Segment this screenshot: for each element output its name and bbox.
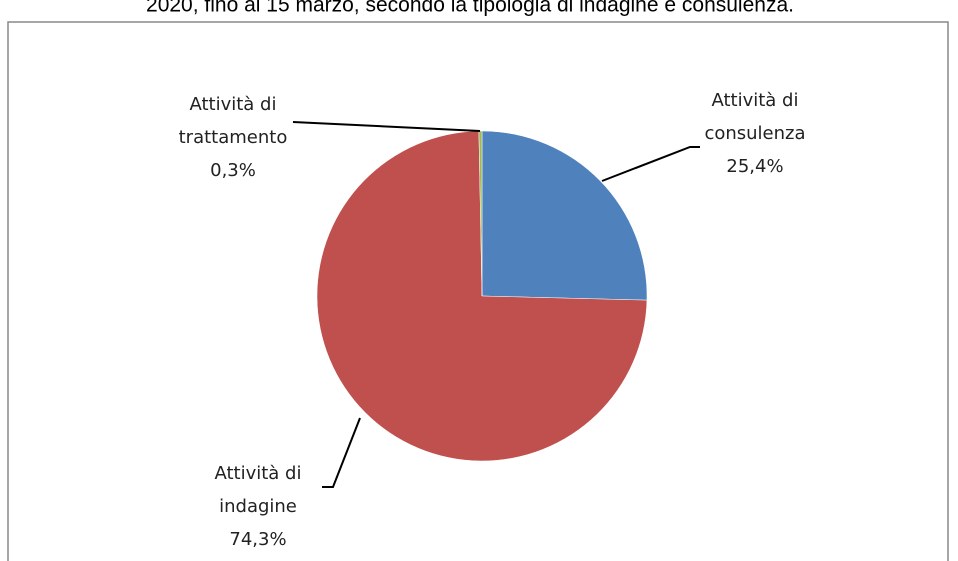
label-line: Attività di <box>711 90 798 111</box>
value-label: 0,3% <box>210 160 256 181</box>
pie-slice <box>481 130 648 301</box>
label-line: Attività di <box>214 463 301 484</box>
leader-line <box>322 417 361 488</box>
chart-title: 2020, fino al 15 marzo, secondo la tipol… <box>146 0 794 17</box>
label-line: Attività di <box>189 94 276 115</box>
slice-label: Attività di consulenza <box>704 90 805 144</box>
leader-line <box>601 146 700 182</box>
label-line: indagine <box>219 496 297 517</box>
value-label: 25,4% <box>726 156 783 177</box>
leader-line <box>292 121 481 132</box>
value-label: 74,3% <box>229 529 286 550</box>
label-line: trattamento <box>179 127 288 148</box>
slice-label: Attività di trattamento <box>179 94 288 148</box>
pie-slice <box>316 130 648 462</box>
label-line: consulenza <box>704 123 805 144</box>
slice-label: Attività di indagine <box>214 463 301 517</box>
